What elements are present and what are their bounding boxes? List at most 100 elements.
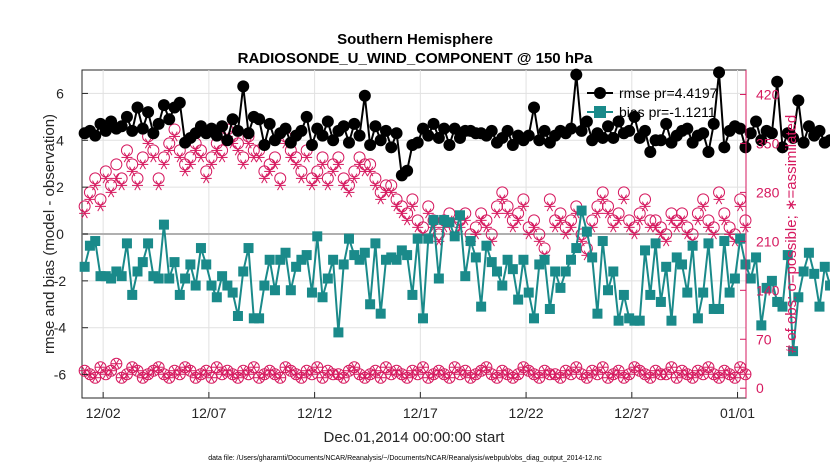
bias-point: [116, 271, 127, 282]
bias-point: [95, 271, 106, 282]
rmse-point: [623, 124, 636, 137]
possible-obs-marker: [543, 193, 556, 206]
assimilated-obs-marker: [243, 369, 255, 380]
assimilated-obs-marker: [95, 201, 107, 212]
assimilated-obs-marker: [248, 362, 260, 373]
bias-point: [793, 292, 804, 303]
possible-obs-marker: [110, 158, 123, 171]
bias-point: [174, 289, 185, 300]
assimilated-obs-marker: [597, 362, 609, 373]
bias-point: [555, 282, 566, 293]
rmse-point: [369, 120, 382, 133]
star-stroke: [668, 215, 675, 226]
assimilated-obs-marker: [560, 229, 572, 240]
assimilated-obs-marker: [332, 159, 344, 170]
assimilated-obs-marker: [301, 152, 313, 163]
x-tick-label: 12/12: [297, 405, 332, 421]
bias-point: [153, 273, 164, 284]
rmse-point: [216, 120, 229, 133]
star-stroke: [351, 173, 358, 184]
assimilated-obs-marker: [274, 180, 286, 191]
star-stroke: [287, 152, 295, 163]
bias-point: [444, 217, 455, 228]
star-stroke: [86, 369, 94, 380]
assimilated-obs-marker: [348, 362, 360, 373]
x-tick-label: 12/27: [614, 405, 649, 421]
assimilated-obs-marker: [665, 362, 677, 373]
star-stroke: [657, 229, 665, 240]
bias-point: [227, 287, 238, 298]
possible-obs-marker: [676, 207, 689, 220]
assimilated-obs-marker: [491, 208, 503, 219]
rmse-point: [485, 124, 498, 137]
bias-point: [507, 264, 518, 275]
assimilated-obs-marker: [179, 166, 191, 177]
star-stroke: [726, 369, 733, 380]
rmse-point: [792, 94, 805, 107]
possible-obs-marker: [274, 172, 287, 185]
star-stroke: [97, 362, 104, 373]
assimilated-obs-marker: [528, 222, 540, 233]
assimilated-obs-marker: [253, 152, 265, 163]
rmse-point: [316, 129, 329, 142]
x-tick-label: 12/22: [509, 405, 544, 421]
star-stroke: [514, 369, 522, 380]
right-tick-label: 210: [756, 233, 780, 249]
rmse-point: [279, 122, 292, 135]
bias-point: [195, 243, 206, 254]
bias-point: [238, 266, 249, 277]
assimilated-obs-marker: [116, 180, 128, 191]
assimilated-obs-marker: [660, 369, 672, 380]
rmse-point: [797, 136, 810, 149]
star-stroke: [625, 369, 633, 380]
star-stroke: [541, 365, 548, 376]
assimilated-obs-marker: [681, 229, 693, 240]
star-stroke: [129, 362, 136, 373]
star-stroke: [440, 369, 448, 380]
bias-point: [692, 313, 703, 324]
star-stroke: [292, 159, 300, 170]
bias-point: [629, 315, 640, 326]
right-tick-label: 280: [756, 184, 780, 200]
star-stroke: [234, 145, 242, 156]
rmse-point: [152, 117, 165, 130]
rmse-point: [321, 115, 334, 128]
rmse-point: [327, 134, 340, 147]
star-stroke: [699, 369, 707, 380]
bias-point: [571, 243, 582, 254]
assimilated-obs-marker: [708, 229, 720, 240]
bias-point: [354, 254, 365, 265]
assimilated-obs-marker: [713, 372, 725, 383]
rmse-point: [221, 134, 234, 147]
rmse-point: [242, 127, 255, 140]
assimilated-obs-marker: [502, 208, 514, 219]
assimilated-obs-marker: [602, 208, 614, 219]
assimilated-obs-marker: [496, 194, 508, 205]
bias-point: [338, 259, 349, 270]
rmse-point: [580, 115, 593, 128]
star-stroke: [335, 369, 342, 380]
assimilated-obs-marker: [491, 372, 503, 383]
bias-point: [158, 219, 169, 230]
assimilated-obs-marker: [396, 208, 408, 219]
rmse-point: [602, 120, 615, 133]
star-stroke: [203, 365, 210, 376]
star-stroke: [583, 372, 591, 383]
rmse-point: [99, 124, 112, 137]
assimilated-obs-marker: [565, 222, 577, 233]
star-stroke: [509, 222, 517, 233]
bias-point: [502, 254, 513, 265]
bias-point: [306, 287, 317, 298]
y-tick-label: -4: [54, 320, 67, 336]
rmse-point: [263, 117, 276, 130]
right-tick-label: 0: [756, 380, 764, 396]
assimilated-obs-marker: [702, 362, 714, 373]
star-stroke: [499, 365, 506, 376]
star-stroke: [203, 173, 210, 184]
star-stroke: [150, 152, 157, 163]
bias-point: [111, 266, 122, 277]
star-stroke: [525, 229, 532, 240]
star-stroke: [403, 372, 411, 383]
assimilated-obs-marker: [343, 187, 355, 198]
star-stroke: [636, 365, 643, 376]
